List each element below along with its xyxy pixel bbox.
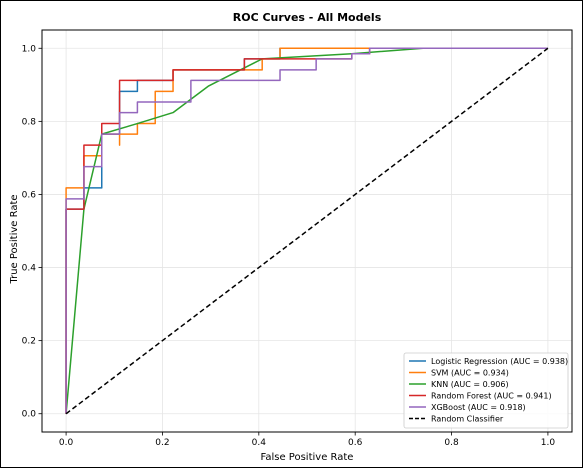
y-tick-label: 0.0: [22, 410, 37, 420]
axis-ticks: 0.0 0.2 0.4 0.6 0.8 1.0 0.0 0.2 0.4 0.6 0.8 1.0: [22, 44, 556, 448]
x-tick-label: 0.2: [155, 438, 169, 448]
legend-label: SVM (AUC = 0.934): [431, 369, 509, 378]
legend-label: Logistic Regression (AUC = 0.938): [431, 357, 568, 366]
series-group: [65, 47, 549, 415]
x-tick-label: 0.0: [59, 438, 74, 448]
y-tick-label: 0.6: [22, 190, 37, 200]
legend: Logistic Regression (AUC = 0.938) SVM (AU…: [403, 352, 569, 429]
legend-label: KNN (AUC = 0.906): [431, 380, 509, 389]
x-tick-label: 0.4: [252, 438, 267, 448]
series-line-5: [65, 47, 549, 415]
x-tick-label: 0.6: [348, 438, 363, 448]
y-tick-label: 1.0: [22, 44, 37, 54]
legend-label: XGBoost (AUC = 0.918): [431, 403, 526, 412]
x-axis-label: False Positive Rate: [261, 452, 354, 463]
plot-area: [41, 29, 573, 433]
series-line-1: [65, 47, 548, 414]
x-tick-label: 1.0: [541, 438, 556, 448]
legend-label: Random Forest (AUC = 0.941): [431, 392, 552, 401]
legend-label: Random Classifier: [431, 415, 504, 424]
y-tick-label: 0.8: [22, 117, 37, 127]
series-line-4: [65, 47, 548, 414]
y-tick-label: 0.4: [22, 264, 37, 274]
y-tick-label: 0.2: [22, 337, 36, 347]
y-axis-label: True Positive Rate: [9, 194, 20, 284]
chart-title: ROC Curves - All Models: [233, 11, 382, 24]
legend-box: [403, 352, 569, 429]
x-tick-label: 0.8: [444, 438, 459, 448]
